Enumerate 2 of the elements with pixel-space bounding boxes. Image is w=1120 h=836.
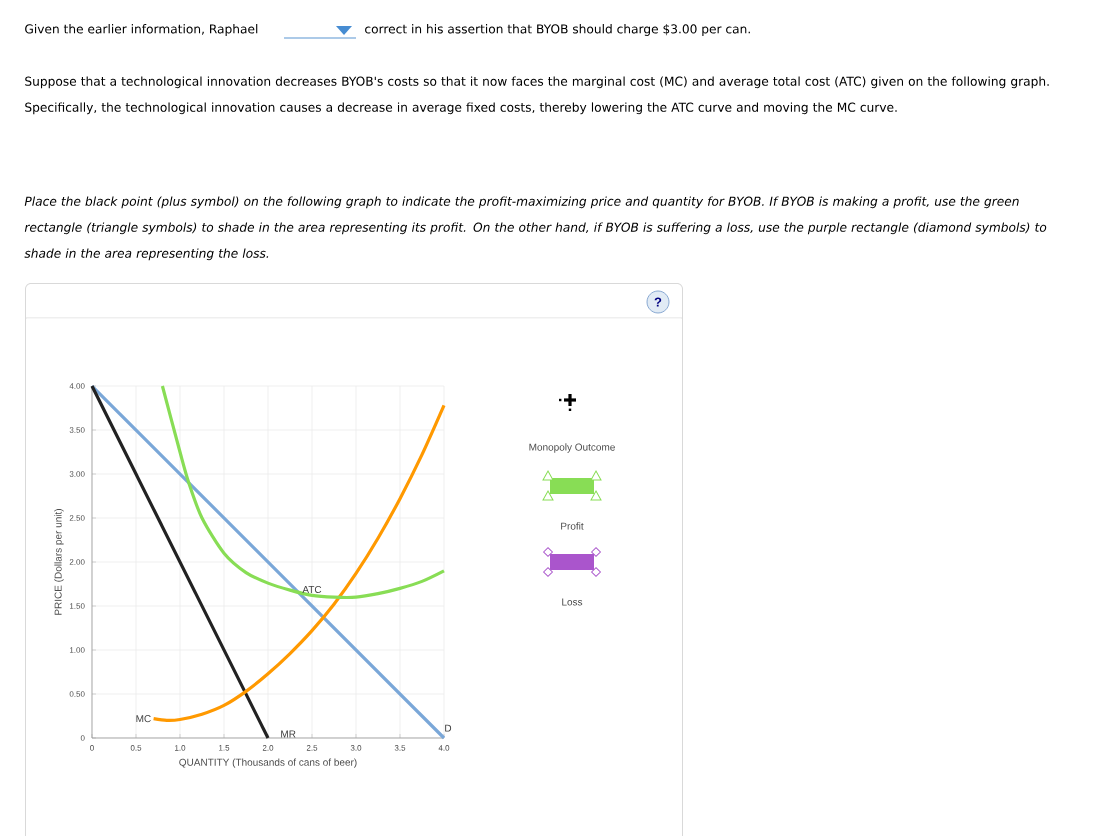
line-series (152, 403, 446, 723)
line-series (160, 384, 446, 600)
